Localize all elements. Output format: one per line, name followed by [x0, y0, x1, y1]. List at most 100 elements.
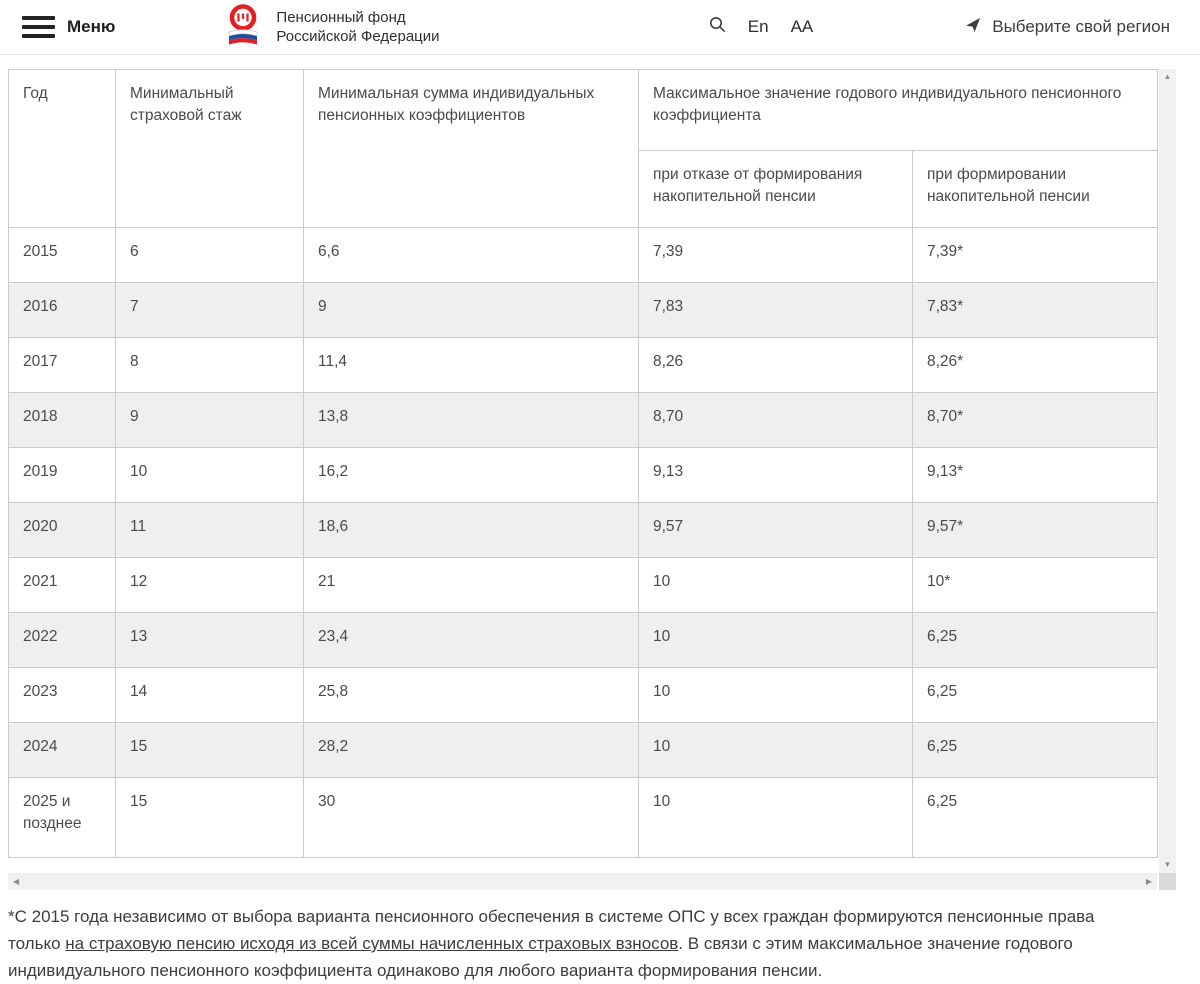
site-header: Меню Пенсионный фонд Российской Федераци… [0, 0, 1200, 55]
table-cell: 7 [115, 282, 304, 338]
table-cell: 9,57* [912, 502, 1158, 558]
table-cell: 11,4 [303, 337, 639, 393]
table-row: 2025 и позднее 15 30 10 6,25 [8, 777, 1158, 858]
footnote-link[interactable]: на страховую пенсию исходя из всей суммы… [65, 934, 679, 953]
footnote-text-before: *С 2015 года независимо от выбора вариан… [8, 907, 1095, 953]
logo-title: Пенсионный фонд Российской Федерации [276, 8, 439, 46]
header-tools: En AA [709, 16, 813, 38]
menu-button[interactable]: Меню [22, 16, 115, 38]
table-row: 2023 14 25,8 10 6,25 [8, 667, 1158, 723]
table-cell: 15 [115, 722, 304, 778]
table-cell: 2022 [8, 612, 116, 668]
scroll-up-icon[interactable]: ▲ [1163, 72, 1172, 81]
table-row: 2024 15 28,2 10 6,25 [8, 722, 1158, 778]
column-header-min-service: Минимальный страховой стаж [115, 69, 304, 228]
table-cell: 6,25 [912, 722, 1158, 778]
table-cell: 8,70* [912, 392, 1158, 448]
table-cell: 2018 [8, 392, 116, 448]
table-cell: 6 [115, 227, 304, 283]
table-row: 2016 7 9 7,83 7,83* [8, 282, 1158, 338]
table-cell: 10 [638, 667, 913, 723]
column-header-max-coeff-group: Максимальное значение годового индивидуа… [638, 69, 1158, 151]
table-cell: 10 [115, 447, 304, 503]
region-selector-label: Выберите свой регион [992, 17, 1170, 36]
table-row: 2021 12 21 10 10* [8, 557, 1158, 613]
table-cell: 14 [115, 667, 304, 723]
column-header-year: Год [8, 69, 116, 228]
table-cell: 7,83* [912, 282, 1158, 338]
logo-title-line2: Российской Федерации [276, 28, 440, 45]
table-cell: 16,2 [303, 447, 639, 503]
table-cell: 13 [115, 612, 304, 668]
table-cell: 9,13 [638, 447, 913, 503]
hamburger-icon [22, 16, 55, 38]
table-row: 2015 6 6,6 7,39 7,39* [8, 227, 1158, 283]
table-cell: 2017 [8, 337, 116, 393]
table-cell: 2023 [8, 667, 116, 723]
table-row: 2022 13 23,4 10 6,25 [8, 612, 1158, 668]
table-cell: 6,25 [912, 612, 1158, 668]
table-cell: 23,4 [303, 612, 639, 668]
table-cell: 2020 [8, 502, 116, 558]
table-cell: 2016 [8, 282, 116, 338]
column-header-max-coeff-optout: при отказе от формирования накопительной… [638, 150, 913, 228]
table-cell: 25,8 [303, 667, 639, 723]
table-body: 2015 6 6,6 7,39 7,39* 2016 7 9 7,83 7,83* 2017 8 11,… [8, 227, 1158, 858]
vertical-scrollbar[interactable]: ▲ ▼ [1159, 69, 1176, 873]
table-cell: 9 [303, 282, 639, 338]
table-cell: 7,39* [912, 227, 1158, 283]
table-cell: 12 [115, 557, 304, 613]
table-cell: 11 [115, 502, 304, 558]
table-cell: 8,26* [912, 337, 1158, 393]
pfr-logo[interactable]: Пенсионный фонд Российской Федерации [219, 3, 440, 52]
table-row: 2017 8 11,4 8,26 8,26* [8, 337, 1158, 393]
table-cell: 6,25 [912, 777, 1158, 858]
table-row: 2019 10 16,2 9,13 9,13* [8, 447, 1158, 503]
scroll-left-icon[interactable]: ◀ [13, 876, 20, 886]
location-arrow-icon [965, 17, 981, 38]
table-row: 2018 9 13,8 8,70 8,70* [8, 392, 1158, 448]
table-cell: 9 [115, 392, 304, 448]
scroll-down-icon[interactable]: ▼ [1163, 860, 1172, 869]
logo-title-line1: Пенсионный фонд [276, 9, 406, 26]
table-cell: 10 [638, 612, 913, 668]
table-cell: 15 [115, 777, 304, 858]
table-cell: 2015 [8, 227, 116, 283]
table-cell: 18,6 [303, 502, 639, 558]
table-cell: 10 [638, 557, 913, 613]
table-cell: 10 [638, 777, 913, 858]
table-cell: 6,6 [303, 227, 639, 283]
region-selector[interactable]: Выберите свой регион [965, 17, 1170, 38]
table-cell: 28,2 [303, 722, 639, 778]
column-header-max-coeff-funded: при формировании накопительной пенсии [912, 150, 1158, 228]
scrollbar-corner [1159, 873, 1176, 890]
table-cell: 21 [303, 557, 639, 613]
table-cell: 8,26 [638, 337, 913, 393]
table-cell: 2021 [8, 557, 116, 613]
table-row: 2020 11 18,6 9,57 9,57* [8, 502, 1158, 558]
menu-label: Меню [67, 17, 116, 36]
table-cell: 2019 [8, 447, 116, 503]
table-cell: 7,83 [638, 282, 913, 338]
table-cell: 13,8 [303, 392, 639, 448]
table-cell: 2024 [8, 722, 116, 778]
language-toggle[interactable]: En [747, 17, 769, 36]
search-button[interactable] [709, 16, 726, 38]
table-cell: 30 [303, 777, 639, 858]
table-cell: 7,39 [638, 227, 913, 283]
font-size-toggle[interactable]: AA [790, 17, 814, 36]
pension-coefficients-table: Год Минимальный страховой стаж Минимальн… [8, 69, 1158, 858]
table-cell: 9,13* [912, 447, 1158, 503]
search-icon [709, 16, 726, 38]
pension-coefficients-table-container: Год Минимальный страховой стаж Минимальн… [8, 69, 1176, 890]
table-cell: 10* [912, 557, 1158, 613]
table-cell: 9,57 [638, 502, 913, 558]
horizontal-scrollbar[interactable]: ◀ ▶ [8, 873, 1157, 890]
table-cell: 10 [638, 722, 913, 778]
pfr-emblem-icon [219, 3, 265, 52]
footnote: *С 2015 года независимо от выбора вариан… [8, 903, 1145, 984]
table-cell: 8 [115, 337, 304, 393]
table-cell: 6,25 [912, 667, 1158, 723]
scroll-right-icon[interactable]: ▶ [1145, 876, 1152, 886]
table-cell: 8,70 [638, 392, 913, 448]
